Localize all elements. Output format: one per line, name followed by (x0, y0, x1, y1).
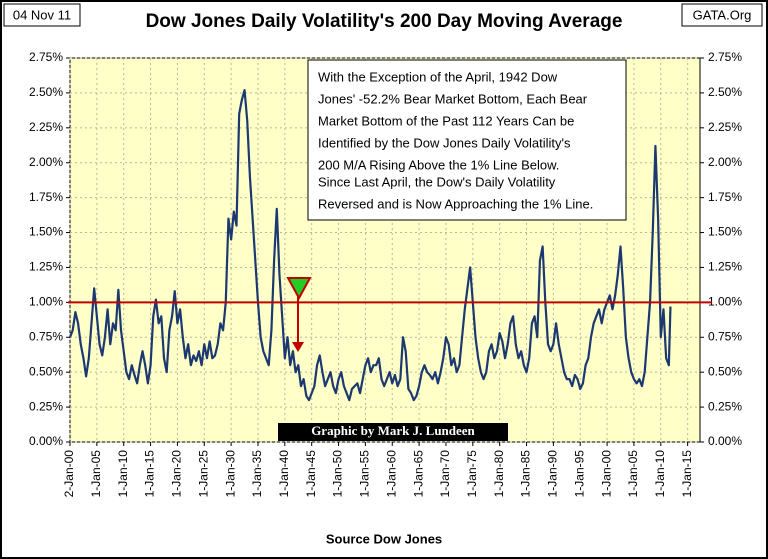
x-tick-label: 1-Jan-40 (277, 450, 291, 498)
data (68, 89, 712, 402)
x-axis-label: Source Dow Jones (326, 531, 442, 546)
x-tick-label: 1-Jan-15 (680, 450, 694, 498)
y-tick-label: 1.00% (29, 295, 63, 309)
y2-tick-label: 2.25% (708, 120, 742, 134)
y2-tick-label: 0.50% (708, 364, 742, 378)
credit: Graphic by Mark J. Lundeen (311, 423, 475, 438)
note-line: 200 M/A Rising Above the 1% Line Below. (318, 157, 559, 172)
x-tick-label: 1-Jan-10 (653, 450, 667, 498)
y-tick-label: 1.25% (29, 260, 63, 274)
volatility-line (68, 89, 672, 402)
y-tick-label: 0.75% (29, 329, 63, 343)
note-line: Market Bottom of the Past 112 Years Can … (318, 113, 574, 128)
y-tick-label: 2.50% (29, 85, 63, 99)
y2-tick-label: 0.75% (708, 329, 742, 343)
note-line: Reversed and is Now Approaching the 1% L… (318, 196, 593, 211)
x-tick-label: 1-Jan-90 (546, 450, 560, 498)
grid: 0.00% 0.25% 0.50% 0.75% 1.00% 1.25% 1.50% 1.75%… (29, 50, 742, 497)
credit-box (278, 423, 508, 441)
x-tick-label: 1-Jan-05 (626, 450, 640, 498)
date-box (3, 3, 81, 27)
y2-tick-label: 1.25% (708, 260, 742, 274)
x-tick-label: 1-Jan-80 (492, 450, 506, 498)
x-tick-label: 1-Jan-60 (384, 450, 398, 498)
y2-tick-label: 2.75% (708, 50, 742, 64)
y2-tick-label: 0.00% (708, 434, 742, 448)
x-tick-label: 2-Jan-00 (62, 450, 76, 498)
y2-tick-label: 0.25% (708, 399, 742, 413)
y2-tick-label: 1.50% (708, 225, 742, 239)
y-tick-label: 0.25% (29, 399, 63, 413)
y-tick-label: 2.25% (29, 120, 63, 134)
x-tick-label: 1-Jan-20 (170, 450, 184, 498)
y-tick-label: 1.75% (29, 190, 63, 204)
x-tick-label: 1-Jan-45 (304, 450, 318, 498)
source-label: GATA.Org (693, 7, 752, 22)
note-line: Jones' -52.2% Bear Market Bottom, Each B… (318, 91, 588, 106)
y-tick-label: 1.50% (29, 225, 63, 239)
y-tick-label: 0.50% (29, 364, 63, 378)
x-tick-label: 1-Jan-35 (250, 450, 264, 498)
x-tick-label: 1-Jan-15 (143, 450, 157, 498)
x-tick-label: 1-Jan-30 (223, 450, 237, 498)
x-tick-label: 1-Jan-55 (358, 450, 372, 498)
note-box (307, 59, 627, 221)
x-tick-label: 1-Jan-95 (572, 450, 586, 498)
note-line: Since Last April, the Dow's Daily Volati… (318, 174, 556, 189)
note-line: Identified by the Dow Jones Daily Volati… (318, 135, 571, 150)
source-box (681, 3, 763, 27)
x-tick-label: 1-Jan-10 (116, 450, 130, 498)
x-tick-label: 1-Jan-70 (438, 450, 452, 498)
x-tick-label: 1-Jan-85 (519, 450, 533, 498)
x-tick-label: 1-Jan-05 (89, 450, 103, 498)
x-tick-label: 1-Jan-65 (411, 450, 425, 498)
x-tick-label: 1-Jan-75 (465, 450, 479, 498)
y-tick-label: 2.00% (29, 155, 63, 169)
marker-triangle (286, 277, 312, 301)
y-tick-label: 2.75% (29, 50, 63, 64)
chart-title: Dow Jones Daily Volatility's 200 Day Mov… (146, 11, 623, 32)
x-tick-label: 1-Jan-00 (599, 450, 613, 498)
y2-tick-label: 2.50% (708, 85, 742, 99)
x-tick-label: 1-Jan-50 (331, 450, 345, 498)
x-tick-label: 1-Jan-25 (196, 450, 210, 498)
y2-tick-label: 1.75% (708, 190, 742, 204)
overlay: With the Exception of the April, 1942 Do… (278, 59, 627, 441)
arrow-head (292, 342, 304, 352)
y2-tick-label: 2.00% (708, 155, 742, 169)
y2-tick-label: 1.00% (708, 295, 742, 309)
y-tick-label: 0.00% (29, 434, 63, 448)
date-label: 04 Nov 11 (13, 7, 71, 22)
note-line: With the Exception of the April, 1942 Do… (318, 69, 558, 84)
